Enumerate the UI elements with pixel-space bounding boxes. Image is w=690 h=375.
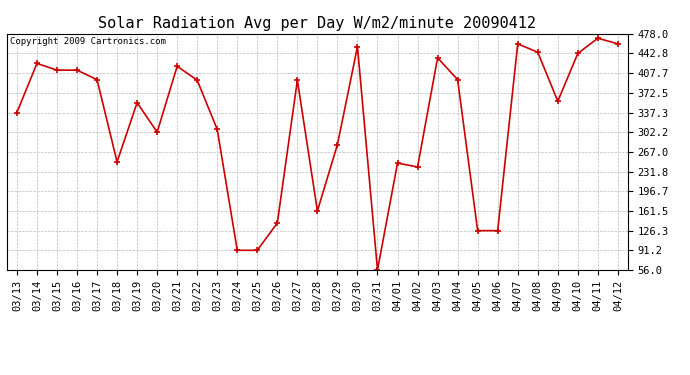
Title: Solar Radiation Avg per Day W/m2/minute 20090412: Solar Radiation Avg per Day W/m2/minute … [99, 16, 536, 31]
Text: Copyright 2009 Cartronics.com: Copyright 2009 Cartronics.com [10, 37, 166, 46]
